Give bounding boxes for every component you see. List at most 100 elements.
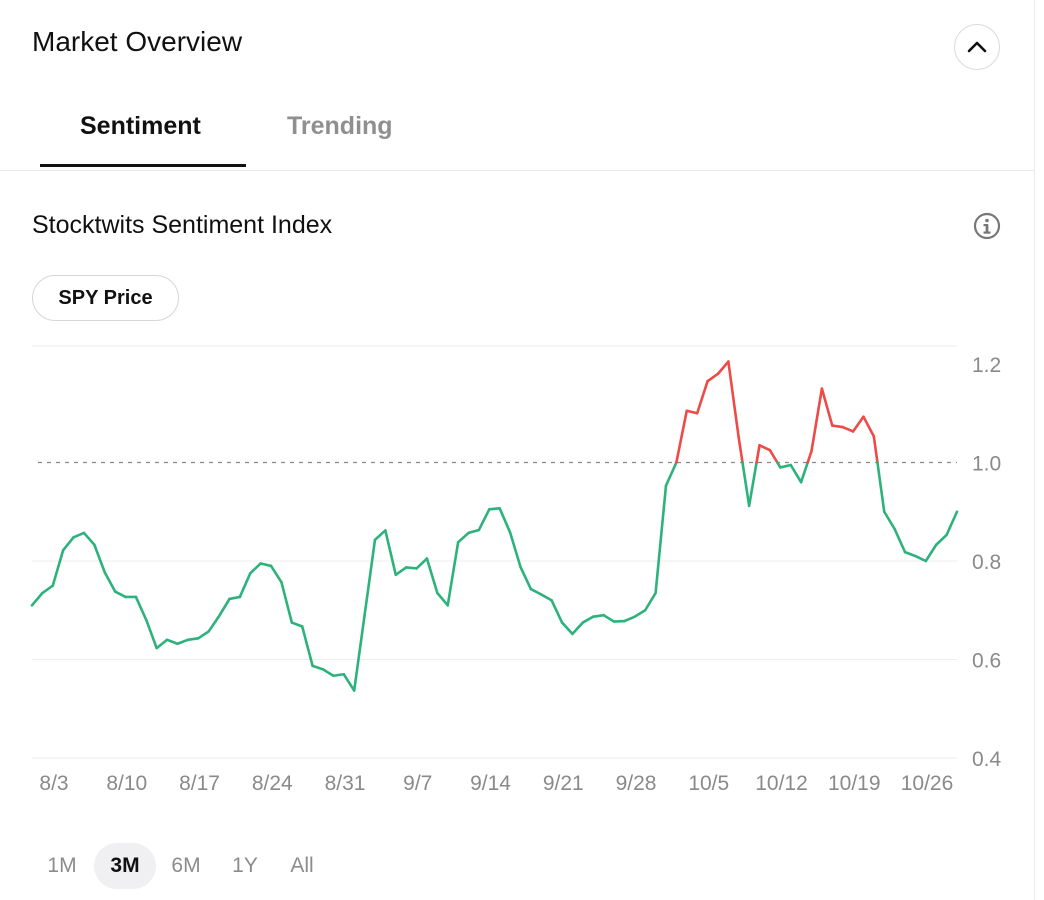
line-segment xyxy=(477,507,491,532)
sentiment-chart: 1.2 1.0 0.8 0.6 0.4 8/3 8/10 8/17 8/24 8/31 9/7 9/… xyxy=(30,345,1002,795)
active-tab-indicator xyxy=(40,164,246,167)
line-segment xyxy=(755,443,761,464)
line-segment xyxy=(806,449,813,464)
line-segment xyxy=(643,591,657,612)
line-segment xyxy=(404,566,418,570)
line-segment xyxy=(488,507,501,511)
line-segment xyxy=(716,360,730,376)
range-3m-button[interactable]: 3M xyxy=(94,843,156,889)
line-segment xyxy=(508,531,522,569)
page-title: Market Overview xyxy=(32,26,243,57)
line-segment xyxy=(841,425,855,433)
line-segment xyxy=(61,536,75,552)
line-segment xyxy=(768,448,779,464)
range-all-button[interactable]: All xyxy=(290,854,314,877)
line-segment xyxy=(311,664,325,671)
line-segment xyxy=(72,531,86,539)
line-segment xyxy=(903,550,917,558)
line-segment xyxy=(269,564,283,584)
line-segment xyxy=(539,593,553,602)
line-segment xyxy=(176,638,190,646)
line-segment xyxy=(415,557,429,570)
range-6m-button[interactable]: 6M xyxy=(171,854,201,877)
y-tick-label: 1.2 xyxy=(972,354,1001,377)
line-segment xyxy=(290,621,304,628)
line-segment xyxy=(51,548,65,587)
line-segment xyxy=(280,580,294,624)
line-segment xyxy=(758,443,772,452)
line-segment xyxy=(30,591,44,607)
line-segment xyxy=(706,372,720,383)
line-segment xyxy=(934,533,948,547)
tab-sentiment[interactable]: Sentiment xyxy=(80,112,201,140)
line-segment xyxy=(876,461,886,514)
section-title: Stocktwits Sentiment Index xyxy=(32,211,333,239)
line-segment xyxy=(228,595,242,601)
spy-price-toggle[interactable]: SPY Price xyxy=(32,275,179,321)
line-segment xyxy=(737,436,744,464)
line-segment xyxy=(394,566,408,577)
info-icon xyxy=(973,212,1001,240)
line-segment xyxy=(384,529,398,577)
line-segment xyxy=(851,415,865,433)
line-segment xyxy=(862,415,876,438)
line-segment xyxy=(498,507,512,534)
x-tick-label: 10/26 xyxy=(901,772,954,795)
line-segment xyxy=(685,409,699,415)
line-segment xyxy=(363,538,377,617)
line-segment xyxy=(186,637,200,642)
line-segment xyxy=(342,672,356,692)
line-segment xyxy=(41,584,55,595)
line-segment xyxy=(425,557,439,595)
line-segment xyxy=(914,554,928,563)
line-segment xyxy=(571,621,585,636)
x-tick-label: 8/24 xyxy=(252,772,293,795)
x-tick-label: 8/10 xyxy=(106,772,147,795)
line-segment xyxy=(654,484,668,595)
line-segment xyxy=(882,510,896,531)
line-segment xyxy=(145,618,159,650)
line-segment xyxy=(103,571,117,593)
tab-trending[interactable]: Trending xyxy=(287,112,393,140)
y-axis-ticks: 1.2 1.0 0.8 0.6 0.4 xyxy=(972,354,1002,771)
line-segment xyxy=(155,638,169,650)
line-segment xyxy=(810,387,824,453)
line-segment xyxy=(602,613,616,623)
sentiment-line xyxy=(30,360,959,692)
line-segment xyxy=(82,531,96,547)
line-segment xyxy=(373,529,387,542)
x-tick-label: 10/19 xyxy=(828,772,881,795)
range-1y-button[interactable]: 1Y xyxy=(232,854,258,877)
y-tick-label: 1.0 xyxy=(972,453,1001,476)
x-axis-ticks: 8/3 8/10 8/17 8/24 8/31 9/7 9/14 9/21 9/28 10/5 10… xyxy=(39,772,953,795)
x-tick-label: 8/17 xyxy=(179,772,220,795)
line-segment xyxy=(820,387,834,427)
x-tick-label: 9/14 xyxy=(470,772,511,795)
line-segment xyxy=(300,625,314,668)
x-tick-label: 9/7 xyxy=(403,772,432,795)
y-tick-label: 0.6 xyxy=(972,650,1001,673)
line-segment xyxy=(591,613,605,618)
line-segment xyxy=(519,565,533,591)
line-segment xyxy=(436,591,450,607)
x-tick-label: 9/28 xyxy=(616,772,657,795)
line-segment xyxy=(456,531,470,544)
chart-grid xyxy=(32,345,957,759)
collapse-button[interactable] xyxy=(954,24,1000,70)
line-segment xyxy=(830,424,844,429)
line-segment xyxy=(207,614,221,633)
line-segment xyxy=(924,543,938,563)
line-segment xyxy=(675,409,689,464)
line-segment xyxy=(727,360,741,440)
x-tick-label: 9/21 xyxy=(543,772,584,795)
line-segment xyxy=(633,608,647,618)
line-segment xyxy=(945,510,959,537)
info-button[interactable] xyxy=(972,211,1002,241)
line-segment xyxy=(623,615,637,623)
line-segment xyxy=(259,562,273,568)
line-segment xyxy=(747,461,758,508)
line-segment xyxy=(93,543,107,574)
tab-bar: Sentiment Trending xyxy=(0,100,1034,171)
range-1m-button[interactable]: 1M xyxy=(47,854,77,877)
